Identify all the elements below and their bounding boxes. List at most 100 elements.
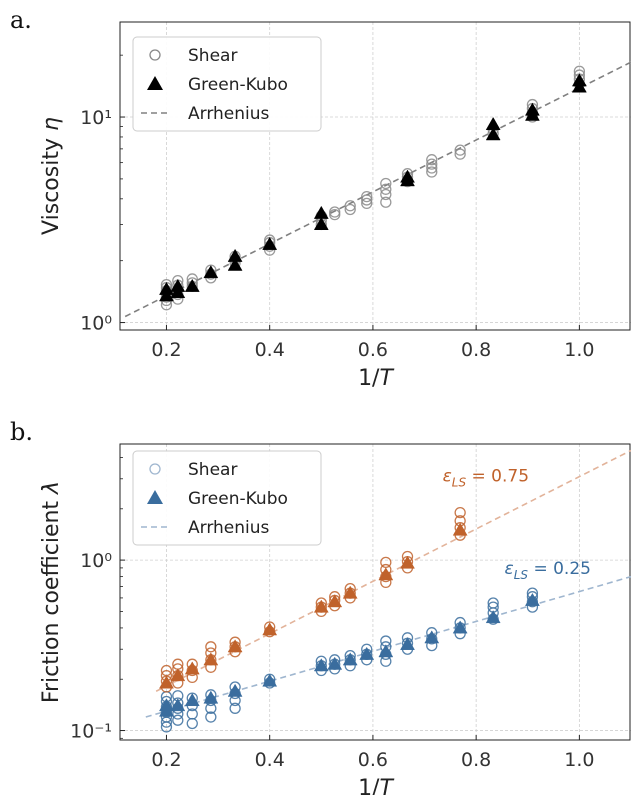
data-point-circle — [361, 190, 373, 203]
y-axis-title-part: Viscosity — [39, 131, 64, 235]
data-point-circle — [344, 203, 356, 216]
data-point-circle — [229, 702, 241, 714]
data-point-triangle — [424, 630, 440, 644]
y-tick-label: 10⁰ — [80, 550, 112, 572]
data-point-circle — [380, 177, 392, 190]
data-point-triangle — [359, 646, 375, 660]
data-point-triangle — [184, 693, 200, 707]
data-point-circle — [205, 711, 217, 723]
legend-entry: Arrhenius — [188, 518, 270, 538]
data-point-triangle — [262, 236, 278, 250]
data-point-circle — [380, 183, 392, 195]
data-point-triangle — [313, 658, 329, 672]
data-point-triangle — [227, 683, 243, 697]
y-axis-title-part: Friction coefficient — [39, 494, 64, 703]
legend-marker-triangle — [147, 76, 163, 90]
y-axis-title: Viscosity η — [39, 117, 64, 235]
data-point-triangle — [184, 661, 200, 675]
legend-box — [132, 450, 322, 546]
x-tick-label: 1.0 — [564, 339, 594, 361]
legend-entry: Arrhenius — [188, 104, 270, 124]
data-point-circle — [380, 196, 392, 208]
legend: Shear Green-Kubo Arrhenius — [132, 450, 322, 546]
data-point-triangle — [184, 278, 200, 292]
data-point-circle — [160, 664, 173, 677]
data-point-triangle — [400, 169, 415, 183]
data-point-circle — [329, 206, 341, 218]
data-point-circle — [454, 148, 466, 160]
panel-label: a. — [10, 6, 32, 34]
annotation-epsilon: ε — [443, 466, 452, 486]
legend-marker-triangle — [147, 490, 163, 504]
x-tick-label: 0.6 — [358, 749, 388, 771]
legend-entry: Shear — [188, 46, 237, 66]
data-point-triangle — [203, 690, 219, 704]
data-point-triangle — [159, 698, 174, 712]
x-tick-label: 0.8 — [461, 749, 491, 771]
fit-line — [145, 575, 631, 718]
data-point-circle — [426, 166, 438, 178]
legend-marker-circle — [149, 49, 161, 61]
x-axis-title-var: T — [379, 776, 394, 795]
data-point-triangle — [159, 281, 174, 295]
chart-panel-a: a. 0.2 0.4 0.6 0.8 1.0 10⁰ 10¹ 1/T Viscosity η She… — [10, 6, 631, 391]
data-point-circle — [426, 154, 438, 166]
x-axis-title-part: 1/ — [358, 776, 380, 795]
axes-frame — [119, 443, 631, 741]
panel-label: b. — [10, 418, 33, 446]
y-axis-title-symbol: λ — [39, 481, 64, 495]
data-point-triangle — [170, 668, 186, 682]
data-point-triangle — [452, 522, 468, 536]
data-point-triangle — [452, 620, 468, 634]
annotation-value: = 0.75 — [466, 466, 529, 486]
data-point-triangle — [342, 652, 358, 666]
x-axis-title: 1/T — [358, 776, 394, 795]
legend: Shear Green-Kubo Arrhenius — [132, 36, 322, 132]
data-point-triangle — [170, 698, 186, 712]
data-point-triangle — [227, 257, 243, 271]
legend-marker-circle — [149, 463, 161, 475]
fit-line — [155, 449, 631, 692]
legend-entry: Shear — [188, 460, 237, 480]
x-tick-label: 0.4 — [255, 749, 285, 771]
data-point-triangle — [485, 127, 501, 141]
y-tick-label: 10⁻¹ — [70, 721, 112, 743]
data-point-triangle — [159, 288, 174, 302]
data-point-circle — [361, 197, 373, 210]
data-point-triangle — [313, 205, 329, 219]
data-point-circle — [344, 200, 356, 212]
data-point-triangle — [571, 73, 587, 87]
data-point-triangle — [227, 248, 243, 262]
data-point-triangle — [342, 585, 358, 599]
x-tick-label: 0.2 — [151, 339, 181, 361]
annotation-value: = 0.25 — [528, 559, 591, 579]
data-point-circle — [454, 144, 466, 156]
data-point-circle — [426, 162, 438, 174]
data-point-triangle — [400, 636, 415, 650]
x-axis-title-var: T — [379, 366, 394, 391]
data-point-triangle — [313, 216, 329, 230]
data-point-triangle — [313, 599, 329, 613]
series-annotation: εLS = 0.25 — [505, 559, 591, 582]
data-point-circle — [487, 597, 499, 609]
data-point-triangle — [327, 594, 343, 608]
data-point-circle — [380, 556, 392, 569]
data-point-circle — [426, 158, 438, 170]
x-tick-label: 0.8 — [461, 339, 491, 361]
data-point-circle — [186, 708, 198, 720]
x-tick-label: 1.0 — [564, 749, 594, 771]
chart-panel-b: b. 0.2 0.4 0.6 0.8 1.0 10⁻¹ 10⁰ 1/T Friction coef… — [10, 418, 631, 795]
data-point-triangle — [524, 592, 540, 606]
data-point-triangle — [485, 610, 501, 624]
annotation-subscript: LS — [514, 568, 529, 582]
data-point-triangle — [327, 656, 343, 670]
x-tick-label: 0.4 — [255, 339, 285, 361]
x-tick-label: 0.6 — [358, 339, 388, 361]
data-point-circle — [380, 188, 392, 201]
data-point-triangle — [262, 673, 278, 687]
data-point-triangle — [203, 652, 219, 666]
data-point-circle — [186, 717, 198, 730]
data-point-triangle — [378, 644, 394, 658]
annotation-epsilon: ε — [505, 559, 514, 579]
